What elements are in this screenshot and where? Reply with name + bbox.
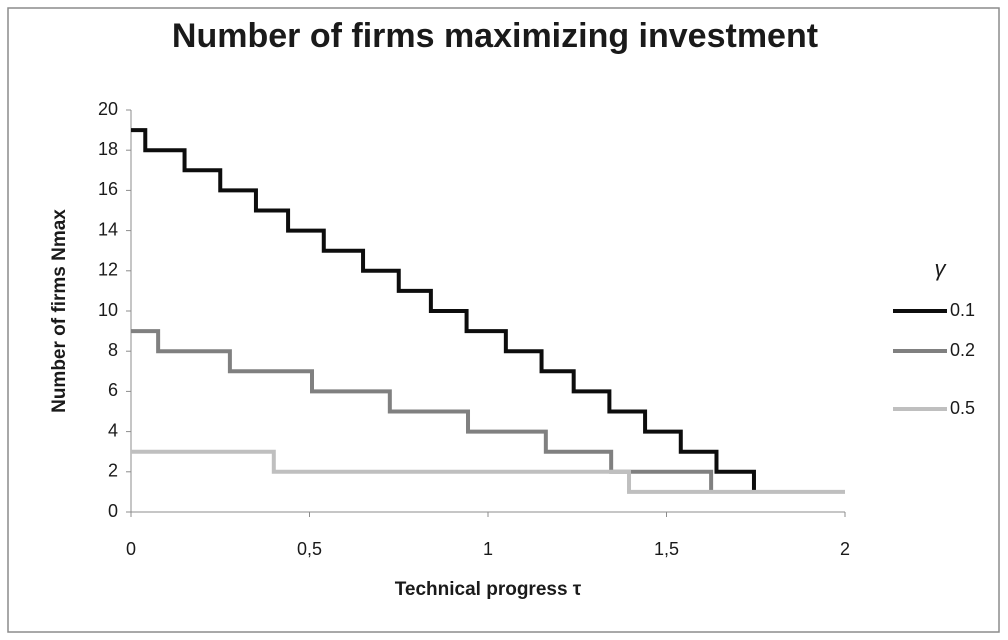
x-tick-label: 0	[126, 539, 136, 559]
step-line	[131, 449, 845, 494]
y-tick-label: 0	[108, 501, 118, 521]
y-tick-label: 2	[108, 461, 118, 481]
y-tick-label: 16	[98, 179, 118, 199]
chart-title: Number of firms maximizing investment	[172, 17, 818, 55]
y-tick-label: 12	[98, 260, 118, 280]
x-tick-label: 1	[483, 539, 493, 559]
legend-label: 0.5	[950, 398, 975, 418]
legend-label: 0.1	[950, 300, 975, 320]
y-tick-label: 14	[98, 219, 118, 239]
legend-label: 0.2	[950, 340, 975, 360]
y-tick-label: 4	[108, 420, 118, 440]
step-line	[131, 128, 756, 492]
x-tick-label: 2	[840, 539, 850, 559]
y-axis-title: Number of firms Nmax	[49, 209, 70, 413]
x-axis-title: Technical progress τ	[395, 579, 582, 600]
x-tick-label: 1,5	[654, 539, 679, 559]
legend-title: γ	[935, 256, 948, 281]
x-tick-label: 0,5	[297, 539, 322, 559]
y-tick-label: 20	[98, 99, 118, 119]
y-tick-label: 18	[98, 139, 118, 159]
step-line	[131, 329, 714, 492]
y-tick-label: 8	[108, 340, 118, 360]
chart-frame	[7, 7, 1000, 633]
y-tick-label: 6	[108, 380, 118, 400]
y-tick-label: 10	[98, 300, 118, 320]
